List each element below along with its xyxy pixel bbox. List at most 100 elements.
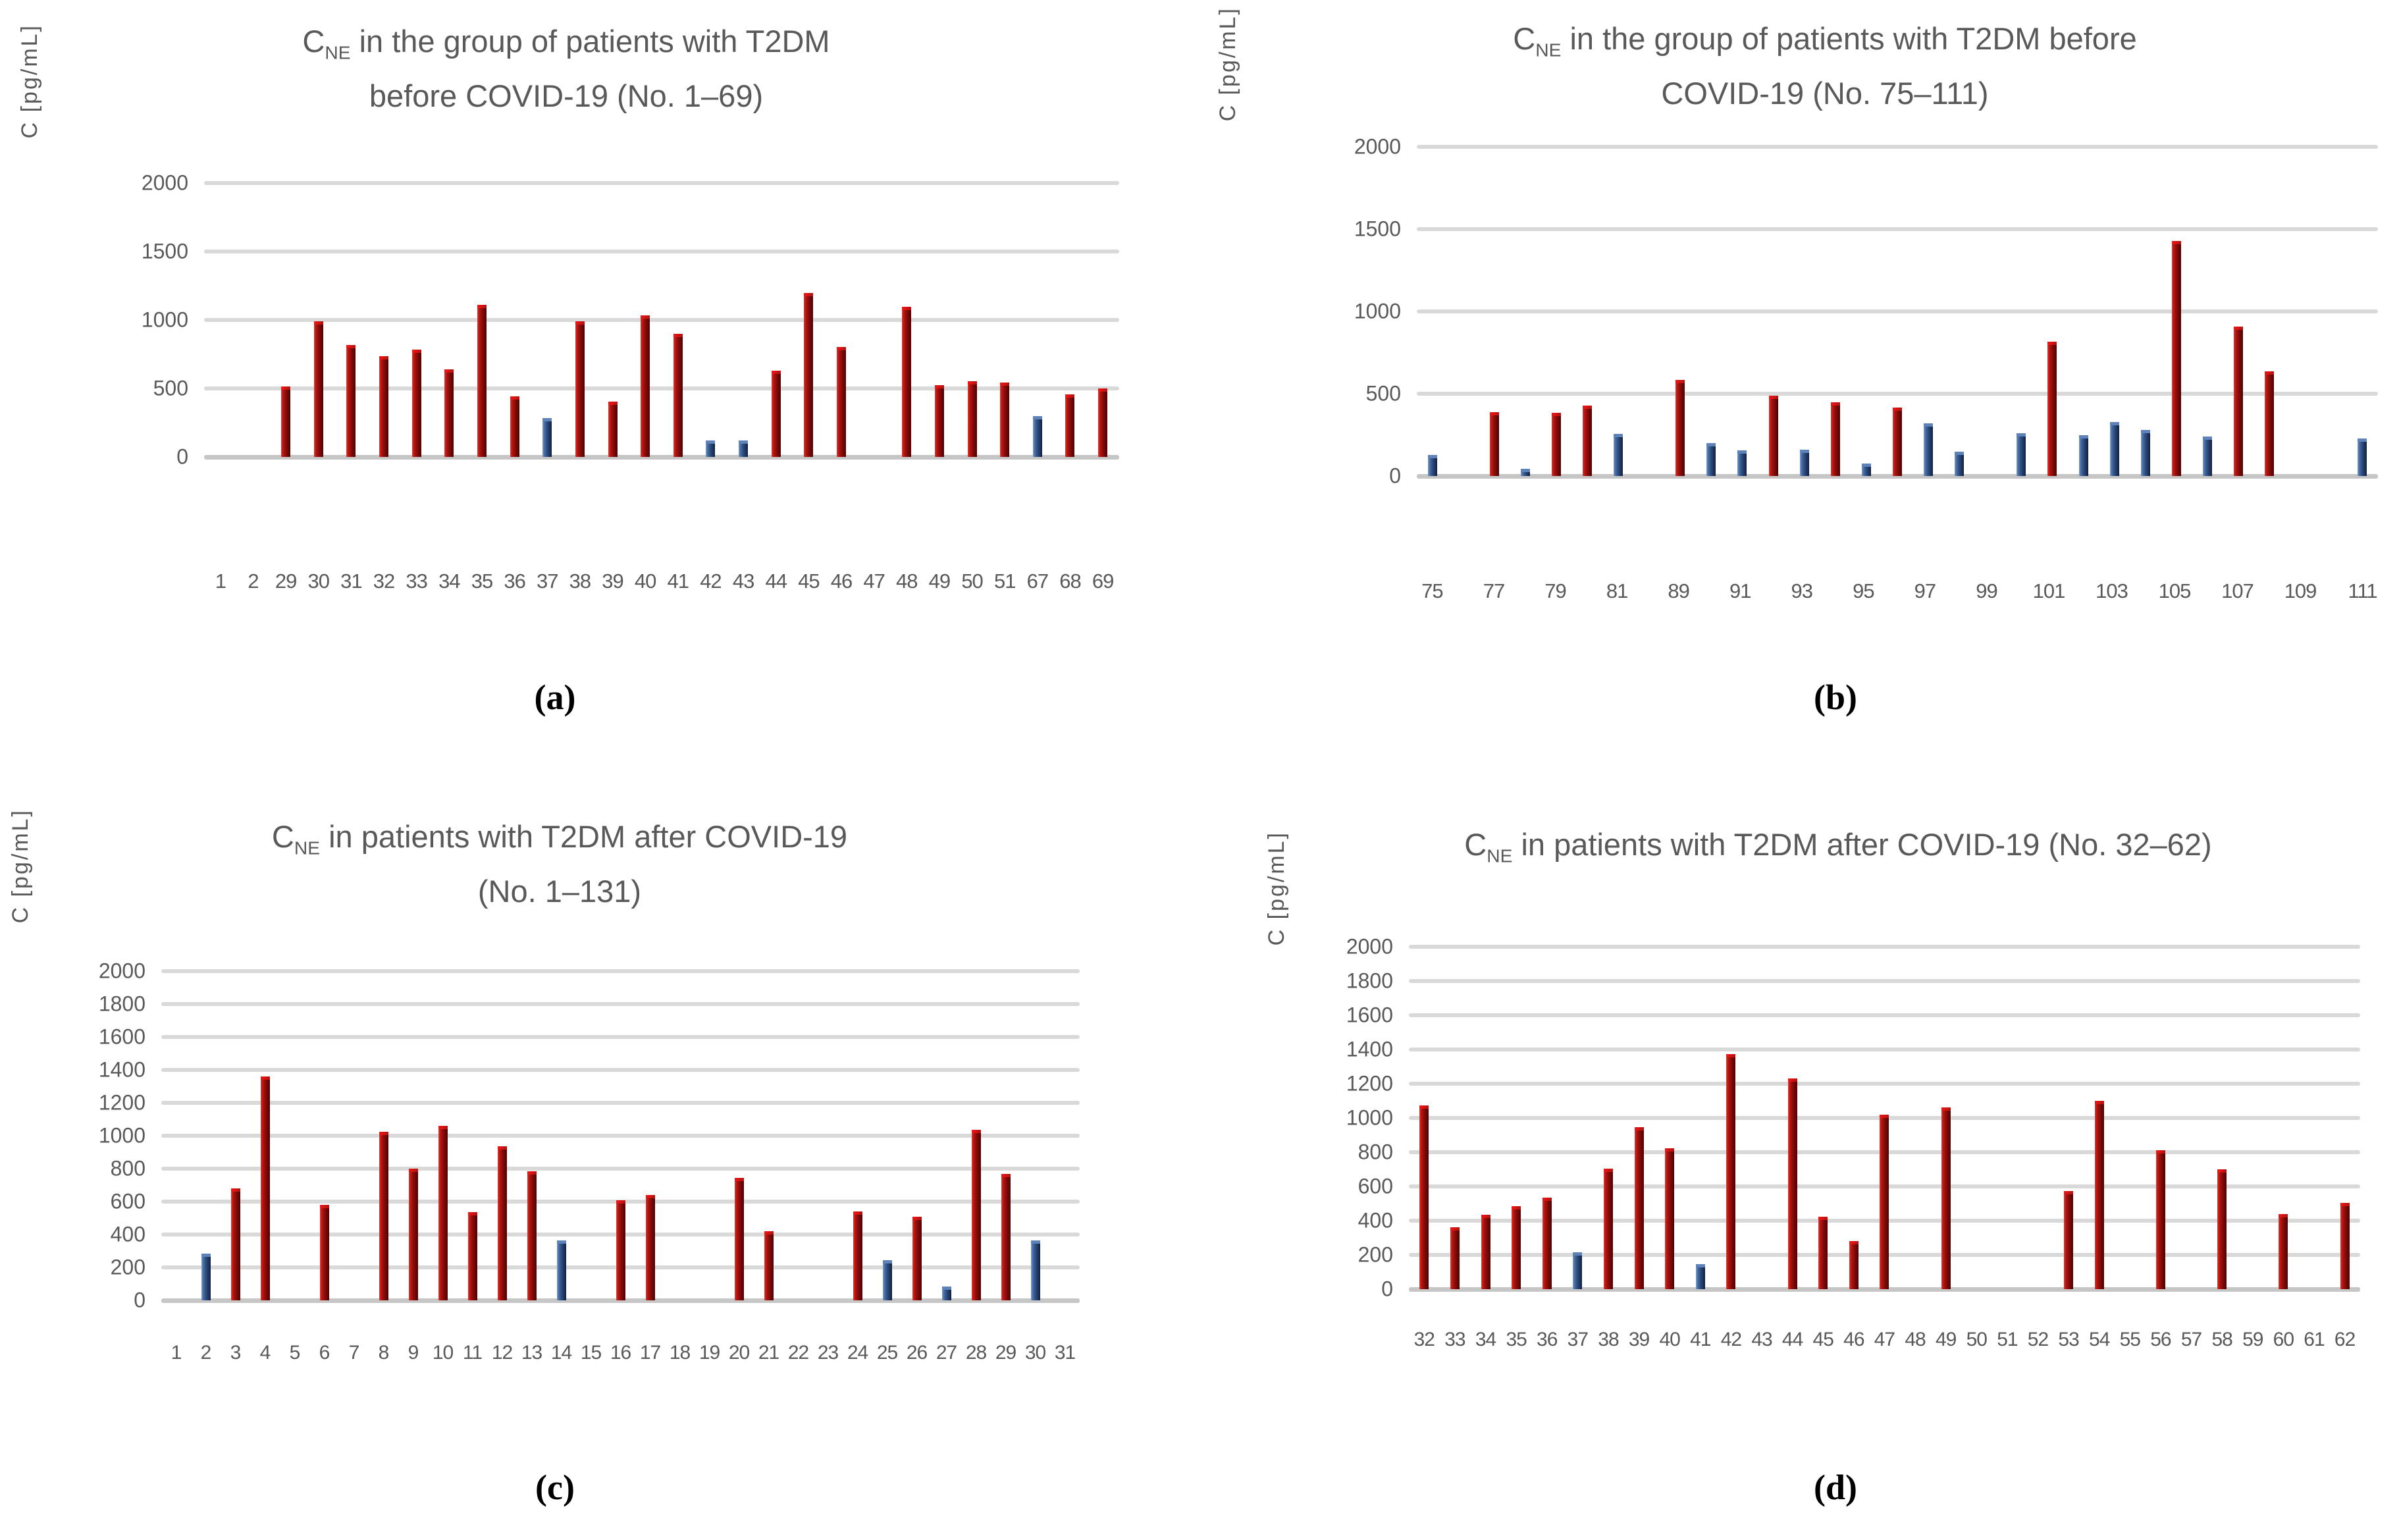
y-axis-title: C [pg/mL] [1264,831,1289,946]
gridline [1417,392,2378,396]
x-tick-label: 60 [2273,1329,2294,1350]
bar-slot [576,971,606,1300]
gridline [204,181,1119,185]
bar-slot [1758,147,1789,476]
x-tick-label: 2 [248,570,259,593]
x-tick-label: 24 [847,1342,868,1364]
bar-slot [1716,947,1747,1289]
bar-slot [2130,147,2161,476]
bar-slot [250,971,280,1300]
x-tick-label: 93 [1791,579,1813,602]
bar-slot [1900,947,1931,1289]
x-tick-label: 68 [1059,570,1081,593]
plot-area: 2000 1500 1000 500 0 [142,171,1119,469]
y-tick-label: 1200 [1346,1071,1393,1096]
panel-caption: (b) [1814,677,1857,717]
x-tick-label: 49 [1935,1329,1957,1350]
bar-slot [564,183,596,457]
bar-slot [398,971,428,1300]
x-tick-label: 29 [995,1342,1016,1364]
bar-slot [783,971,813,1300]
x-tick-labels: 1 2 29 30 31 32 33 34 35 36 37 38 39 40 41 42 43 44 45 46 47… [204,570,1119,593]
bar-slot [1571,147,1602,476]
gridline [1409,979,2360,983]
y-tick-label: 0 [1389,464,1401,488]
x-tick-label: 44 [765,570,787,593]
y-tick-label: 500 [1365,381,1401,406]
plot-area: 2000 1500 1000 500 0 [1354,135,2378,488]
bar-patient-79 [1551,412,1561,476]
x-tick-label: 10 [432,1342,454,1364]
bar-patient-36 [510,396,519,457]
bar-patient-60 [2279,1213,2288,1289]
x-tick-label: 41 [1690,1329,1711,1350]
bar-patient-101 [2047,342,2057,476]
bar-patient-80 [1583,405,1593,476]
x-tick-label: 14 [550,1342,572,1364]
bar-slot [1409,947,1440,1289]
x-tick-label: 41 [667,570,689,593]
x-tick-label: 47 [1874,1329,1895,1350]
x-tick-label: 49 [928,570,951,593]
bar-patient-95 [1861,464,1871,476]
bar-slot [825,183,858,457]
bar-patient-44 [771,370,781,457]
y-tick-label: 1500 [141,239,188,263]
panel-a: CNE in the group of patients with T2DM be… [0,0,1200,770]
x-tick-label: 46 [1843,1329,1864,1350]
x-tick-label: 111 [2348,579,2378,602]
x-tick-label: 46 [830,570,853,593]
x-tick-label: 43 [732,570,754,593]
x-tick-label: 44 [1781,1329,1803,1350]
x-tick-label: 42 [1720,1329,1742,1350]
bar-patient-102 [2078,435,2088,476]
bars [1409,947,2360,1289]
x-tick-label: 32 [373,570,395,593]
bar-patient-4 [260,1076,270,1300]
bar-patient-21 [764,1231,774,1300]
bar-patient-94 [1830,402,1840,476]
x-tick-label: 75 [1421,579,1443,602]
x-tick-label: 2 [200,1342,212,1364]
y-tick-label: 2000 [141,171,188,195]
bar-patient-38 [575,321,585,457]
bar-patient-16 [616,1200,625,1300]
bar-slot [335,183,368,457]
x-tick-label: 40 [1659,1329,1680,1350]
bar-patient-29 [281,386,291,457]
bar-slot [2316,147,2347,476]
y-tick-label: 2000 [1346,934,1393,959]
x-tick-label: 33 [406,570,427,593]
x-tick-label: 51 [993,570,1016,593]
bar-patient-45 [1818,1216,1828,1289]
x-tick-labels: 75 77 79 81 89 91 93 95 97 99 101 103 105 107 109 111 [1417,579,2378,603]
x-tick-label: 36 [504,570,525,593]
x-tick-label: 26 [906,1342,928,1364]
bar-patient-37 [542,417,552,457]
bar-patient-41 [673,333,683,457]
gridlines [1417,145,2378,479]
bar-patient-13 [527,1171,537,1300]
bar-patient-45 [804,293,814,457]
bar-slot [221,971,250,1300]
gridline [161,1101,1080,1105]
x-tick-label: 77 [1483,579,1505,602]
bar-slot [517,971,546,1300]
bar-slot [961,971,991,1300]
bar-slot [2084,947,2115,1289]
gridline [1417,309,2378,313]
bar-slot [2115,947,2146,1289]
bar-slot [546,971,576,1300]
bar-slot [280,971,309,1300]
bar-slot [428,971,458,1300]
bar-slot [458,971,487,1300]
x-tick-label: 29 [275,570,297,593]
y-tick-label: 1500 [1354,217,1401,241]
bar-patient-14 [556,1240,566,1300]
bar-slot [760,183,793,457]
x-tick-label: 47 [863,570,885,593]
x-tick-label: 21 [758,1342,779,1364]
bar-slot [191,971,221,1300]
bar-patient-6 [319,1205,329,1300]
x-tick-label: 56 [2150,1329,2171,1350]
